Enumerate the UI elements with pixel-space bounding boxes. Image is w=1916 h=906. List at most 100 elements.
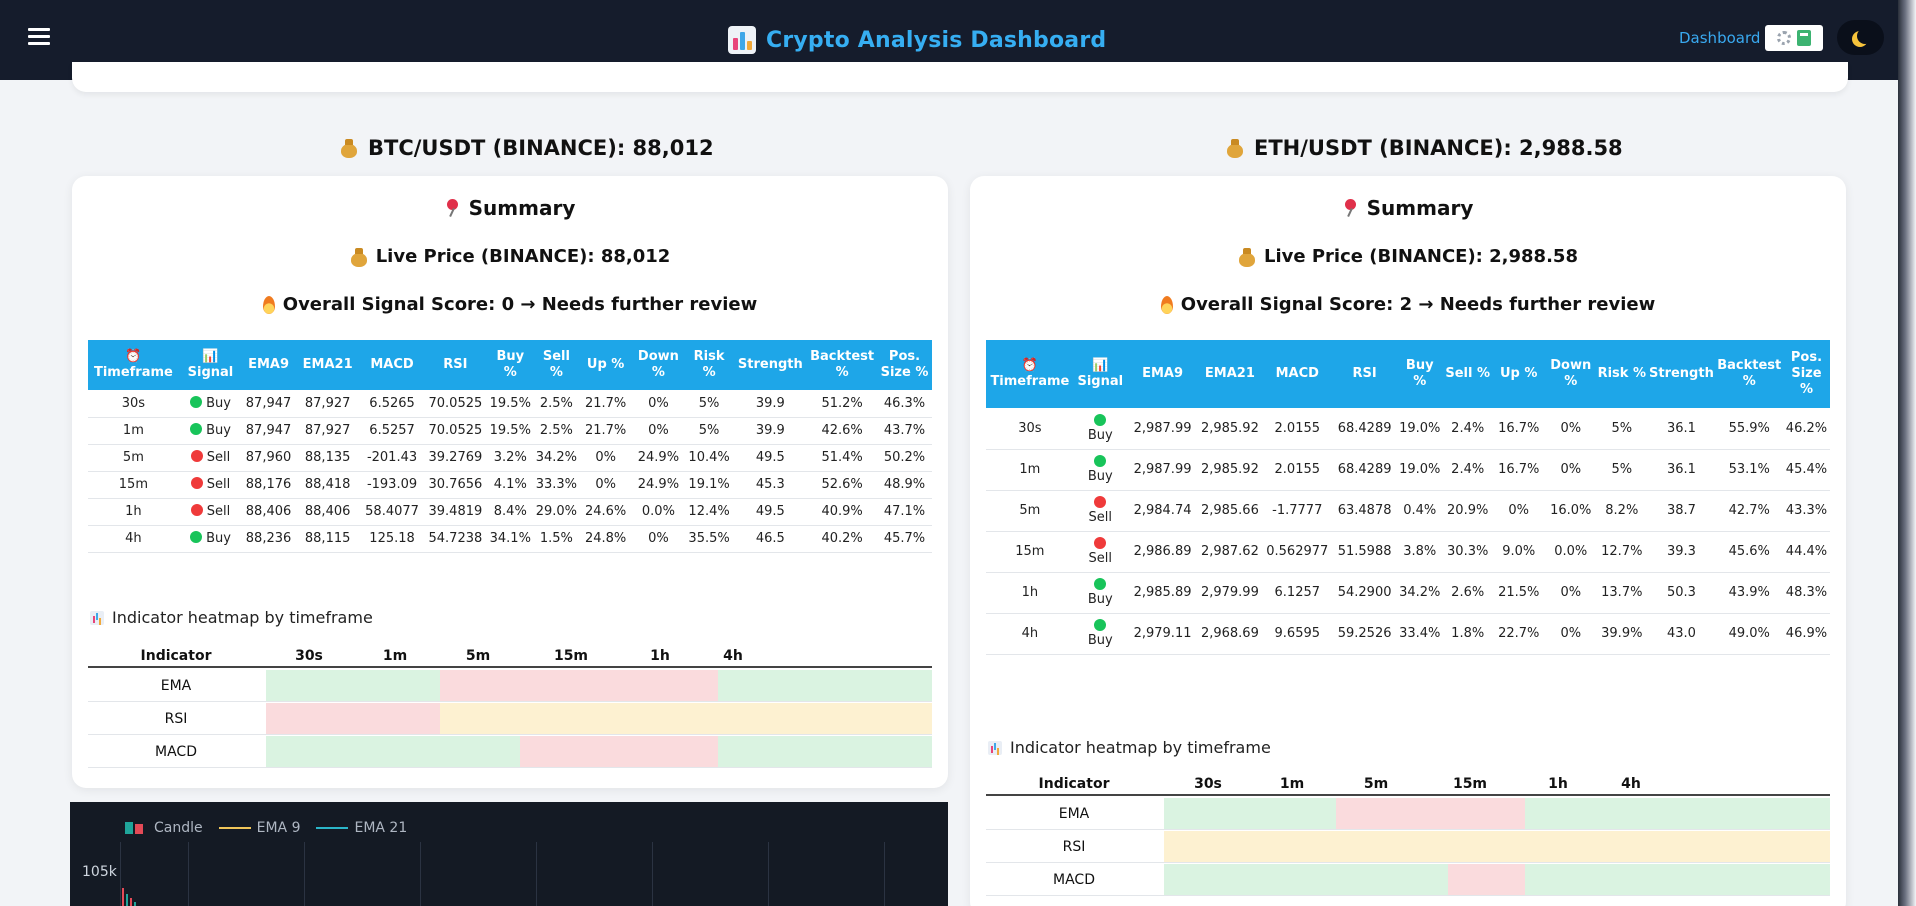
- table-row: 30s Buy 2,987.99 2,985.92 2.0155 68.4289 19.0%…: [986, 408, 1830, 450]
- column-header: EMA21: [1198, 340, 1262, 408]
- table-cell: 2,985.92: [1198, 449, 1262, 491]
- table-cell: 54.2900: [1332, 572, 1397, 614]
- heatmap-row: EMA: [986, 798, 1830, 830]
- table-cell: 88,236: [242, 525, 295, 553]
- table-cell: 6.1257: [1261, 572, 1333, 614]
- live-price-text: Live Price (BINANCE): 2,988.58: [1264, 246, 1578, 267]
- gear-icon: [1777, 31, 1791, 45]
- heatmap-column-header: 15m: [1452, 776, 1488, 792]
- app-title: Crypto Analysis Dashboard: [728, 26, 1106, 54]
- heatmap-cell: [1448, 798, 1525, 829]
- buy-status-dot-icon: [1094, 455, 1107, 467]
- column-header: EMA9: [242, 340, 295, 390]
- table-cell: 19.0%: [1396, 408, 1444, 450]
- buy-status-dot-icon: [1094, 578, 1107, 590]
- table-cell: 3.8%: [1396, 531, 1444, 573]
- table-cell: 87,960: [242, 444, 295, 472]
- settings-toggle[interactable]: [1765, 25, 1823, 51]
- table-cell: 43.9%: [1715, 572, 1783, 614]
- table-row: 30s Buy 87,947 87,927 6.5265 70.0525 19.5% 2.5…: [88, 390, 932, 418]
- column-header: Buy %: [1396, 340, 1444, 408]
- heatmap-column-header: 1h: [1548, 776, 1568, 792]
- dashboard-link[interactable]: Dashboard: [1679, 29, 1761, 47]
- candle-mark: [122, 888, 124, 906]
- heatmap-column-header: 4h: [1621, 776, 1641, 792]
- signal-label: Buy: [1087, 633, 1113, 648]
- table-cell: -201.43: [360, 444, 424, 472]
- ema9-line-icon: [218, 827, 251, 829]
- table-cell: 63.4878: [1332, 490, 1397, 532]
- table-cell: 43.3%: [1782, 490, 1830, 532]
- signal-cell: Buy: [178, 417, 243, 445]
- table-cell: 33.3%: [533, 471, 580, 499]
- column-header: Risk %: [1596, 340, 1648, 408]
- legend-item-candle[interactable]: Candle: [122, 820, 203, 836]
- heatmap-row-label: MACD: [155, 743, 197, 760]
- table-cell: 33.4%: [1396, 613, 1444, 655]
- heatmap-cell: [1525, 864, 1634, 895]
- theme-toggle-button[interactable]: [1837, 20, 1884, 55]
- heatmap-cell: [1448, 864, 1525, 895]
- ema21-line-icon: [316, 827, 349, 829]
- legend-item-ema21[interactable]: EMA 21: [316, 820, 407, 836]
- table-cell: 0.562977: [1261, 531, 1333, 573]
- btc-heatmap: Indicator 30s 1m 5m 15m 1h 4h EMA RSI MACD: [88, 646, 932, 768]
- table-cell: 19.0%: [1396, 449, 1444, 491]
- legend-item-ema9[interactable]: EMA 9: [218, 820, 300, 836]
- column-header: 📊 Signal: [1073, 340, 1127, 408]
- column-header: RSI: [423, 340, 488, 390]
- eth-summary-card: Summary Live Price (BINANCE): 2,988.58 O…: [970, 176, 1846, 906]
- table-cell: 0%: [579, 471, 633, 499]
- buy-status-dot-icon: [1094, 619, 1107, 631]
- table-cell: 19.5%: [487, 390, 534, 418]
- eth-summary-heading: Summary: [970, 196, 1846, 220]
- column-header: RSI: [1332, 340, 1397, 408]
- bar-chart-icon: [988, 740, 1002, 755]
- table-cell: 68.4289: [1332, 408, 1397, 450]
- heatmap-cell: [718, 670, 932, 701]
- sell-status-dot-icon: [1094, 537, 1107, 549]
- table-cell: 1h: [88, 498, 179, 526]
- table-cell: 88,418: [294, 471, 361, 499]
- heatmap-cell: [1525, 831, 1634, 862]
- money-bag-icon: [340, 138, 358, 158]
- grid-line: [120, 842, 121, 906]
- grid-line: [304, 842, 305, 906]
- table-cell: 0%: [632, 417, 685, 445]
- table-cell: 1.8%: [1443, 613, 1493, 655]
- menu-icon[interactable]: [26, 24, 52, 48]
- btc-heatmap-title: Indicator heatmap by timeframe: [90, 608, 373, 627]
- table-row: 15m Sell 2,986.89 2,987.62 0.562977 51.5988 3.…: [986, 531, 1830, 573]
- table-cell: 8.4%: [487, 498, 534, 526]
- table-cell: 87,927: [294, 390, 361, 418]
- table-cell: 2,987.99: [1126, 408, 1199, 450]
- table-cell: 12.7%: [1596, 531, 1648, 573]
- column-header: EMA21: [294, 340, 361, 390]
- table-cell: 30s: [88, 390, 179, 418]
- table-cell: 39.9: [733, 417, 808, 445]
- buy-status-dot-icon: [189, 423, 202, 435]
- column-header: Up %: [1492, 340, 1546, 408]
- table-cell: 48.9%: [876, 471, 932, 499]
- signal-cell: Buy: [178, 390, 243, 418]
- table-cell: 87,947: [242, 417, 295, 445]
- signal-score-text: Overall Signal Score: 0 → Needs further …: [282, 294, 758, 315]
- heatmap-cell: [266, 703, 440, 734]
- signal-cell: Buy: [1073, 572, 1127, 614]
- table-cell: 16.0%: [1545, 490, 1597, 532]
- eth-heatmap: Indicator 30s 1m 5m 15m 1h 4h EMA RSI MACD: [986, 774, 1830, 896]
- table-cell: 19.5%: [487, 417, 534, 445]
- btc-signal-score: Overall Signal Score: 0 → Needs further …: [72, 294, 948, 315]
- table-cell: 54.7238: [423, 525, 488, 553]
- scrollbar[interactable]: [1898, 0, 1916, 906]
- btc-price-chart[interactable]: Candle EMA 9 EMA 21 105k: [70, 802, 948, 906]
- table-cell: 2,984.74: [1126, 490, 1199, 532]
- table-cell: 0.0%: [1545, 531, 1597, 573]
- candle-legend-icon: [122, 822, 148, 834]
- table-cell: 16.7%: [1492, 449, 1546, 491]
- table-row: 4h Buy 88,236 88,115 125.18 54.7238 34.1% 1.5%…: [88, 525, 932, 553]
- table-cell: 13.7%: [1596, 572, 1648, 614]
- table-cell: 46.3%: [876, 390, 932, 418]
- column-header: Down %: [1545, 340, 1597, 408]
- table-cell: 39.9%: [1596, 613, 1648, 655]
